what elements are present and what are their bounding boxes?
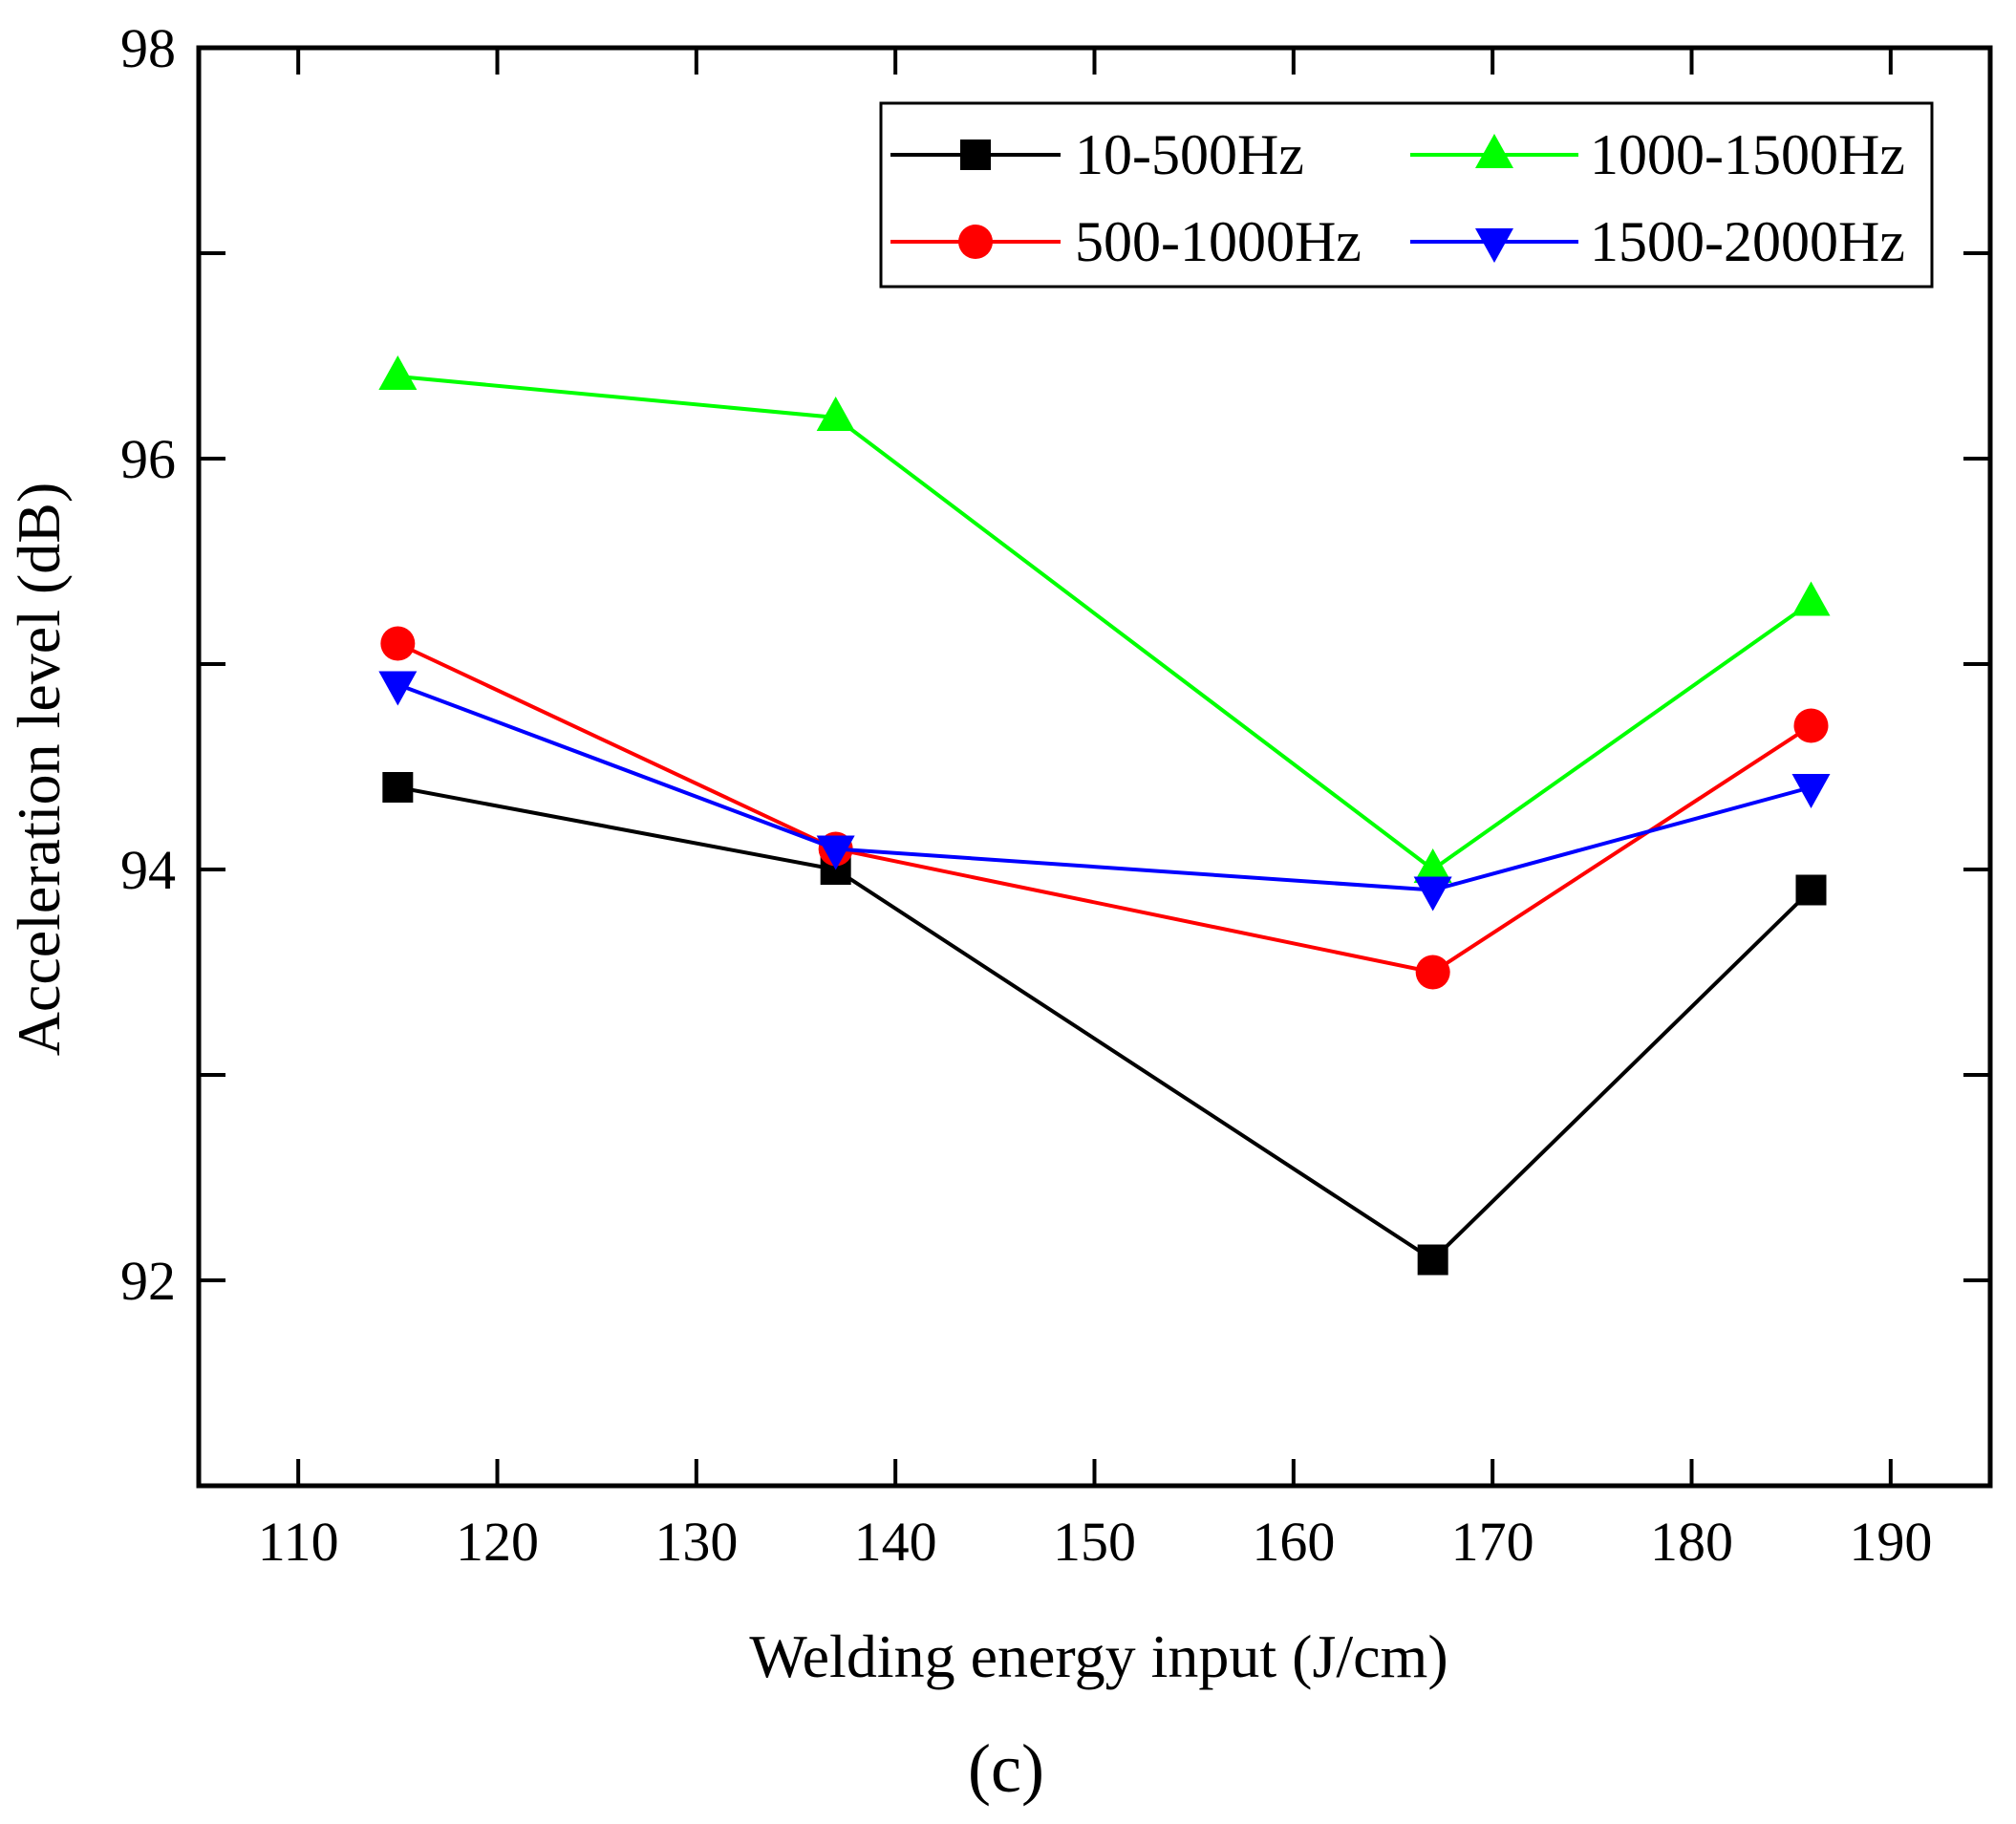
series-500-1000Hz	[380, 626, 1829, 990]
x-tick-labels: 110 120 130 140 150 160 170 180 190	[258, 1511, 1933, 1573]
data-point	[1415, 955, 1450, 990]
legend-marker	[1475, 228, 1513, 263]
series-line	[397, 785, 1812, 1263]
legend-item: 500-1000Hz	[890, 210, 1362, 273]
x-tick-label: 190	[1849, 1511, 1932, 1573]
x-tick-label: 140	[854, 1511, 937, 1573]
series-line	[397, 682, 1812, 892]
legend-item: 1000-1500Hz	[1410, 123, 1905, 186]
data-point	[1793, 708, 1829, 743]
data-point	[1791, 774, 1831, 808]
legend-item: 10-500Hz	[890, 123, 1304, 186]
data-point	[1413, 876, 1452, 912]
y-tick-labels: 92 94 96 98	[120, 17, 176, 1312]
y-axis-title: Acceleration level (dB)	[5, 483, 73, 1057]
legend-box	[879, 101, 1934, 289]
data-point	[1417, 1244, 1448, 1276]
y-tick-label: 92	[120, 1250, 176, 1312]
x-tick-label: 170	[1451, 1511, 1534, 1573]
y-tick-label: 96	[120, 428, 176, 490]
series-line	[397, 641, 1812, 975]
legend-label: 1000-1500Hz	[1590, 123, 1905, 186]
data-point	[1413, 848, 1452, 883]
data-point	[382, 772, 414, 803]
legend-label: 1500-2000Hz	[1590, 210, 1905, 273]
data-point	[378, 671, 418, 706]
data-point	[380, 626, 416, 661]
series-1000-1500Hz	[378, 355, 1831, 883]
x-axis-title: Welding energy input (J/cm)	[749, 1622, 1448, 1690]
panel-label: (c)	[968, 1730, 1044, 1807]
x-tick-label: 110	[258, 1511, 339, 1573]
x-tick-label: 160	[1252, 1511, 1335, 1573]
series-1500-2000Hz	[378, 671, 1831, 912]
legend: 10-500Hz 500-1000Hz 1000-1500Hz 1500-2000Hz	[879, 101, 1934, 289]
x-tick-label: 150	[1053, 1511, 1136, 1573]
data-point	[816, 397, 855, 431]
legend-marker	[958, 225, 993, 259]
series-10-500Hz	[382, 772, 1827, 1276]
data-point	[816, 835, 855, 870]
data-point	[1795, 874, 1827, 906]
x-tick-label: 180	[1650, 1511, 1733, 1573]
series-layer	[378, 355, 1831, 1276]
legend-marker	[1475, 134, 1513, 168]
legend-item: 1500-2000Hz	[1410, 210, 1905, 273]
x-tick-label: 120	[456, 1511, 539, 1573]
legend-marker	[960, 139, 991, 170]
legend-label: 10-500Hz	[1075, 123, 1304, 186]
x-tick-label: 130	[654, 1511, 738, 1573]
data-point	[378, 355, 418, 390]
series-line	[397, 375, 1812, 872]
plot-frame	[196, 45, 1993, 1489]
data-point	[1791, 581, 1831, 616]
y-tick-label: 94	[120, 839, 176, 901]
legend-label: 500-1000Hz	[1075, 210, 1362, 273]
y-tick-label: 98	[120, 17, 176, 79]
